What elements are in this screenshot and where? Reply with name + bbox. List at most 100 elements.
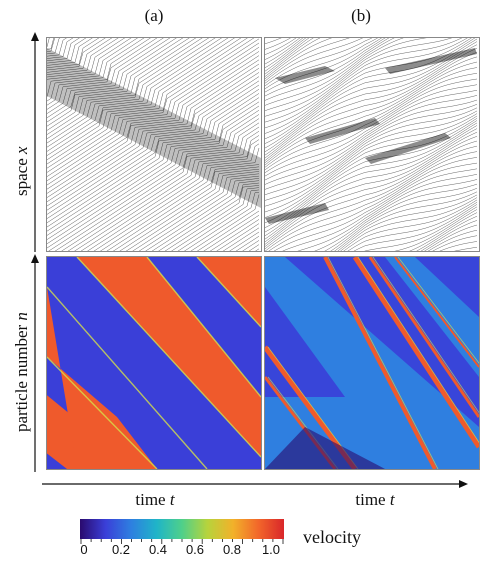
trajectory-line (265, 38, 395, 106)
trajectory-line (334, 191, 478, 251)
trajectory-line (47, 38, 106, 71)
y-axis-arrow-top (31, 32, 39, 252)
colorbar-tick-0.4: 0.4 (148, 542, 168, 557)
trajectory-line (265, 140, 478, 247)
trajectory-line (265, 38, 386, 97)
velocity-heatmap-a (47, 257, 261, 469)
trajectory-line (265, 38, 478, 149)
trajectory-line (47, 38, 235, 161)
jam-cluster (265, 203, 329, 224)
trajectory-line (197, 210, 260, 251)
transition-edge (196, 257, 261, 328)
trajectory-lines-a (47, 38, 260, 251)
fast-streak (352, 257, 479, 449)
jam-cluster (275, 66, 335, 84)
trajectory-line (265, 38, 350, 82)
trajectory-line (265, 95, 478, 185)
trajectory-line (265, 113, 478, 213)
fast-streak (368, 257, 479, 418)
trajectory-line (47, 38, 203, 140)
trajectory-line (61, 122, 260, 251)
trajectory-line (47, 38, 100, 68)
fast-streak (394, 257, 479, 368)
trajectory-line (265, 103, 478, 196)
trajectory-line (265, 125, 478, 237)
trajectory-line (132, 173, 260, 251)
trajectory-line (74, 130, 260, 251)
x-axis-label-left: time t (135, 490, 175, 509)
panel-a-velocity (46, 256, 262, 470)
transition-edge (47, 286, 208, 469)
trajectory-line (47, 38, 164, 114)
trajectory-line (265, 52, 478, 161)
trajectory-line (265, 38, 304, 65)
trajectory-line (47, 38, 216, 148)
trajectory-plot-a (47, 38, 261, 251)
trajectory-line (93, 143, 260, 251)
streak-edge (397, 257, 479, 364)
trajectory-line (47, 38, 158, 110)
trajectory-line (216, 223, 260, 251)
trajectory-plot-b (265, 38, 478, 251)
trajectory-line (125, 171, 260, 251)
trajectory-line (106, 164, 260, 251)
trajectory-line (265, 38, 307, 69)
y-axis-label-space: space x (12, 146, 31, 196)
trajectory-line (47, 46, 260, 186)
trajectory-line (265, 110, 478, 207)
trajectory-line (265, 41, 478, 153)
trajectory-line (265, 44, 478, 156)
trajectory-line (265, 107, 478, 201)
trajectory-line (47, 105, 260, 245)
trajectory-line (420, 220, 478, 251)
colorbar-tick-0.6: 0.6 (185, 542, 205, 557)
trajectory-line (47, 38, 171, 119)
trajectory-line (265, 115, 478, 218)
trajectory-line (265, 128, 478, 240)
trajectory-line (265, 38, 427, 117)
trajectory-line (265, 38, 314, 75)
colorbar-tick-0.2: 0.2 (111, 542, 131, 557)
y-axis-arrow-bottom (31, 254, 39, 472)
trajectory-line (47, 38, 119, 75)
trajectory-line (47, 88, 260, 228)
trajectory-line (343, 199, 478, 251)
trajectory-line (138, 175, 260, 251)
trajectory-line (353, 204, 478, 251)
trajectory-line (265, 151, 478, 251)
trajectory-line (394, 209, 478, 251)
trajectory-line (47, 101, 260, 240)
streak-edge (327, 257, 439, 469)
trajectory-line (265, 145, 478, 250)
trajectory-line (100, 147, 260, 251)
trajectory-line (164, 185, 260, 251)
trajectory-line (424, 224, 478, 251)
low-velocity-region (265, 427, 385, 469)
trajectory-line (119, 168, 260, 251)
trajectory-line (87, 139, 260, 251)
trajectory-line (113, 166, 260, 251)
trajectory-line (47, 38, 209, 144)
trajectory-line (67, 126, 260, 251)
transition-edge (76, 257, 261, 458)
trajectory-line (222, 227, 260, 251)
trajectory-line (265, 84, 478, 177)
trajectory-line (265, 38, 476, 144)
trajectory-line (47, 38, 113, 73)
trajectory-line (145, 178, 260, 251)
trajectory-line (47, 38, 87, 64)
trajectory-line (265, 118, 478, 224)
trajectory-line (80, 135, 260, 251)
trajectory-line (177, 189, 260, 251)
trajectory-line (171, 187, 260, 251)
colorbar-label: velocity (303, 527, 361, 547)
trajectory-line (273, 162, 478, 251)
trajectory-line (235, 235, 260, 251)
streak-edge (357, 257, 479, 444)
trajectory-line (47, 51, 260, 190)
trajectory-line (265, 38, 453, 123)
trajectory-line (47, 76, 260, 215)
trajectory-line (47, 38, 145, 102)
trajectory-line (47, 55, 260, 194)
trajectory-line (347, 201, 478, 251)
